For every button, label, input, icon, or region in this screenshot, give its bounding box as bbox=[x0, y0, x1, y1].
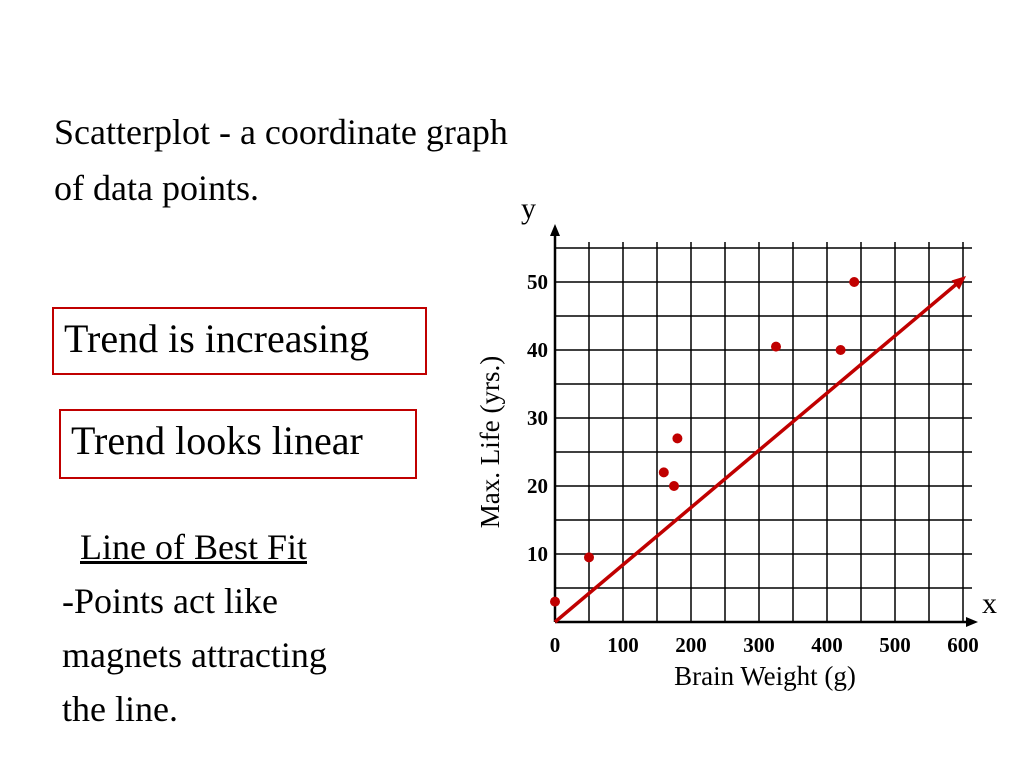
data-points bbox=[550, 277, 860, 607]
data-point bbox=[669, 481, 679, 491]
x-tick-label: 200 bbox=[675, 633, 707, 657]
data-point bbox=[550, 596, 560, 607]
trend-line bbox=[553, 277, 965, 624]
best-fit-body: -Points act like magnets attracting the … bbox=[62, 581, 327, 729]
y-tick-label: 50 bbox=[527, 270, 548, 294]
data-point bbox=[584, 552, 594, 563]
intro-text: Scatterplot - a coordinate graph of data… bbox=[54, 112, 508, 208]
y-axis-title: Max. Life (yrs.) bbox=[475, 356, 505, 528]
y-tick-label: 30 bbox=[527, 406, 548, 430]
x-axis-variable: x bbox=[982, 587, 997, 620]
y-tick-label: 40 bbox=[527, 338, 548, 362]
data-point bbox=[849, 277, 860, 287]
y-tick-label: 20 bbox=[527, 474, 548, 498]
x-tick-label: 300 bbox=[743, 633, 775, 657]
x-axis-arrow-icon bbox=[966, 617, 978, 627]
trend-increasing-box: Trend is increasing bbox=[52, 307, 427, 375]
x-tick-label: 400 bbox=[811, 633, 843, 657]
chart-grid bbox=[555, 242, 972, 622]
x-tick-label: 500 bbox=[879, 633, 911, 657]
y-axis-variable: y bbox=[521, 192, 536, 225]
best-fit-title: Line of Best Fit bbox=[80, 527, 307, 567]
chart-ticks: 0 100 200 300 400 500 600 10 20 30 40 50 bbox=[527, 270, 979, 657]
x-tick-label: 0 bbox=[550, 633, 561, 657]
data-point bbox=[658, 467, 669, 478]
trend-line-group bbox=[553, 276, 967, 624]
x-tick-label: 600 bbox=[947, 633, 979, 657]
data-point bbox=[672, 433, 683, 444]
y-axis-arrow-icon bbox=[550, 224, 560, 236]
trend-line-arrow-icon bbox=[951, 276, 967, 290]
x-tick-label: 100 bbox=[607, 633, 639, 657]
y-tick-label: 10 bbox=[527, 542, 548, 566]
trend-linear-box: Trend looks linear bbox=[59, 409, 417, 479]
data-point bbox=[835, 345, 846, 355]
best-fit-note: Line of Best Fit -Points act like magnet… bbox=[62, 520, 442, 736]
chart-axes bbox=[550, 224, 978, 627]
x-axis-title: Brain Weight (g) bbox=[674, 661, 856, 691]
data-point bbox=[771, 341, 781, 352]
